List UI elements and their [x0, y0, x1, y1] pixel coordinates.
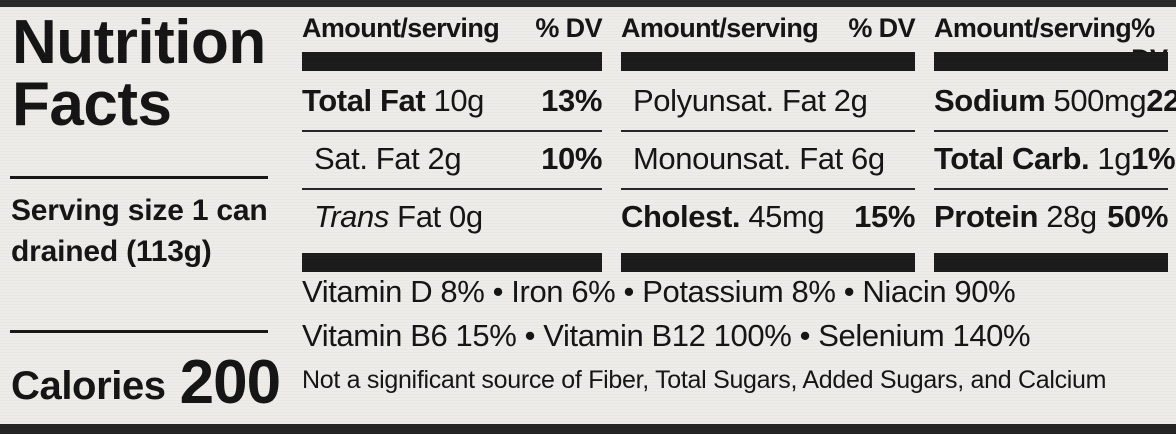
column-2-row-divider-2: [621, 188, 915, 190]
nutrient-dv-cholesterol: 15%: [854, 199, 915, 234]
calories-value: 200: [179, 348, 281, 417]
nutrient-name-monounsat-fat: Monounsat. Fat 6g: [633, 141, 885, 176]
nutrient-amount-trans-fat: Fat 0g: [397, 199, 483, 234]
serving-size-line1: Serving size 1 can: [11, 194, 268, 227]
nutrient-name-total-carb: Total Carb. 1g: [934, 141, 1132, 177]
column-1-row-divider-2: [302, 188, 602, 190]
nutrient-column-2: Amount/serving % DV Polyunsat. Fat 2g Mo…: [621, 7, 916, 272]
column-3-row-divider-1: [934, 130, 1168, 132]
table-row: Protein 28g 50%: [934, 199, 1168, 235]
column-1-header: Amount/serving % DV: [302, 13, 603, 47]
column-2-footer-bar: [621, 253, 915, 272]
nutrient-label-total-fat: Total Fat: [302, 83, 426, 118]
column-2-header-amount: Amount/serving: [621, 13, 819, 43]
divider-under-title: [10, 176, 268, 179]
nutrient-dv-total-carb: 1%: [1131, 141, 1176, 176]
nutrient-label-trans: Trans: [314, 199, 389, 234]
table-row: Polyunsat. Fat 2g: [621, 83, 915, 119]
column-2-row-divider-1: [621, 130, 915, 132]
table-row: Trans Fat 0g: [302, 199, 602, 235]
table-row: Cholest. 45mg 15%: [621, 199, 915, 235]
nutrient-label-protein: Protein: [934, 199, 1038, 234]
not-significant-source-notice: Not a significant source of Fiber, Total…: [302, 366, 1107, 394]
calories-label: Calories: [11, 364, 166, 408]
table-row: Sodium 500mg 22%: [934, 83, 1176, 119]
page-title-line2: Facts: [12, 70, 172, 139]
nutrient-name-cholesterol: Cholest. 45mg: [621, 199, 825, 235]
label-bottom-border: [0, 424, 1176, 434]
column-3-header-amount: Amount/serving: [934, 13, 1132, 43]
nutrient-amount-total-carb: 1g: [1097, 141, 1132, 176]
nutrient-dv-sat-fat: 10%: [541, 141, 602, 176]
nutrient-name-polyunsat-fat: Polyunsat. Fat 2g: [633, 83, 868, 118]
column-3-footer-bar: [934, 253, 1168, 272]
column-3-header: Amount/serving % DV: [934, 13, 1168, 74]
column-2-header-dv: % DV: [848, 13, 915, 43]
left-panel: Nutrition Facts Serving size 1 can drain…: [0, 7, 288, 424]
nutrient-label-sodium: Sodium: [934, 83, 1046, 118]
divider-under-serving-size: [10, 330, 268, 333]
nutrient-name-protein: Protein 28g: [934, 199, 1097, 235]
nutrient-column-1: Amount/serving % DV Total Fat 10g 13% Sa…: [302, 7, 603, 272]
column-3-header-bar: [934, 52, 1168, 71]
table-row: Total Fat 10g 13%: [302, 83, 602, 119]
nutrient-label-total-carb: Total Carb.: [934, 141, 1090, 176]
nutrient-dv-protein: 50%: [1107, 199, 1168, 234]
table-row: Sat. Fat 2g 10%: [302, 141, 602, 177]
nutrient-name-sat-fat: Sat. Fat 2g: [314, 141, 462, 176]
nutrient-label-cholesterol: Cholest.: [621, 199, 741, 234]
column-3-row-divider-2: [934, 188, 1168, 190]
nutrient-column-3: Amount/serving % DV Sodium 500mg 22% Tot…: [934, 7, 1176, 272]
column-1-header-dv: % DV: [535, 13, 602, 43]
nutrient-amount-total-fat: 10g: [433, 83, 485, 118]
table-row: Monounsat. Fat 6g: [621, 141, 915, 177]
nutrient-dv-sodium: 22%: [1146, 83, 1176, 118]
column-2-header-bar: [621, 52, 915, 71]
nutrient-amount-sodium: 500mg: [1053, 83, 1147, 118]
nutrient-amount-cholesterol: 45mg: [748, 199, 825, 234]
vitamin-line-2: Vitamin B6 15% • Vitamin B12 100% • Sele…: [302, 318, 1031, 353]
nutrient-name-sodium: Sodium 500mg: [934, 83, 1147, 119]
nutrient-dv-total-fat: 13%: [541, 83, 602, 118]
label-top-border: [0, 0, 1176, 7]
nutrient-name-trans-fat: Trans Fat 0g: [302, 199, 483, 235]
column-1-footer-bar: [302, 253, 602, 272]
nutrient-name-total-fat: Total Fat 10g: [302, 83, 484, 119]
table-row: Total Carb. 1g 1%: [934, 141, 1176, 177]
nutrient-amount-protein: 28g: [1046, 199, 1097, 234]
column-2-header: Amount/serving % DV: [621, 13, 916, 47]
vitamin-line-1: Vitamin D 8% • Iron 6% • Potassium 8% • …: [302, 274, 1016, 309]
column-1-row-divider-1: [302, 130, 602, 132]
column-1-header-amount: Amount/serving: [302, 13, 500, 43]
column-1-header-bar: [302, 52, 602, 71]
serving-size-line2: drained (113g): [11, 235, 212, 268]
calories-row: Calories 200: [11, 348, 281, 417]
page-title-line1: Nutrition: [12, 8, 266, 77]
